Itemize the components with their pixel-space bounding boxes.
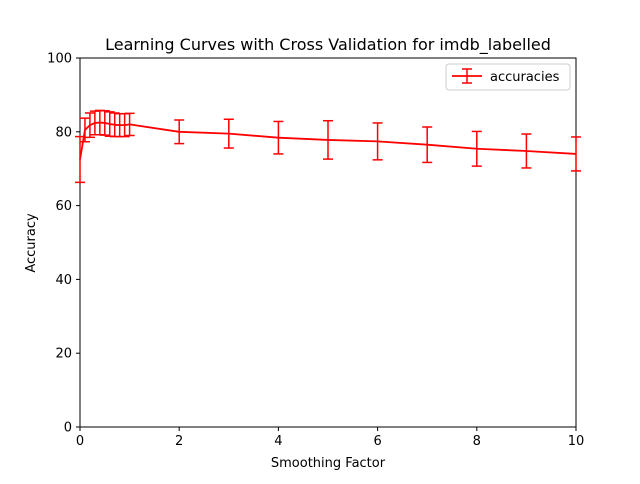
x-tick-label: 2 bbox=[175, 434, 183, 449]
y-axis-label: Accuracy bbox=[24, 213, 39, 273]
x-tick-label: 10 bbox=[568, 434, 585, 449]
x-tick-label: 4 bbox=[274, 434, 282, 449]
chart-title: Learning Curves with Cross Validation fo… bbox=[105, 35, 551, 55]
series-lines bbox=[79, 121, 577, 160]
x-tick-label: 0 bbox=[76, 434, 84, 449]
legend-frame bbox=[445, 63, 571, 91]
y-tick-label: 40 bbox=[55, 273, 72, 288]
plot-frame bbox=[79, 57, 577, 428]
x-axis-label: Smoothing Factor bbox=[271, 456, 386, 471]
x-tick-label: 8 bbox=[473, 434, 481, 449]
y-tick-label: 0 bbox=[64, 421, 72, 436]
legend-marker bbox=[452, 68, 482, 84]
y-tick-label: 100 bbox=[47, 52, 72, 67]
y-tick-label: 60 bbox=[55, 199, 72, 214]
series-line-accuracies bbox=[79, 121, 577, 160]
legend-entry-accuracies: accuracies bbox=[490, 70, 560, 85]
legend: accuracies bbox=[445, 63, 571, 91]
x-tick-label: 6 bbox=[373, 434, 381, 449]
y-tick-label: 80 bbox=[55, 125, 72, 140]
y-tick-label: 20 bbox=[55, 347, 72, 362]
